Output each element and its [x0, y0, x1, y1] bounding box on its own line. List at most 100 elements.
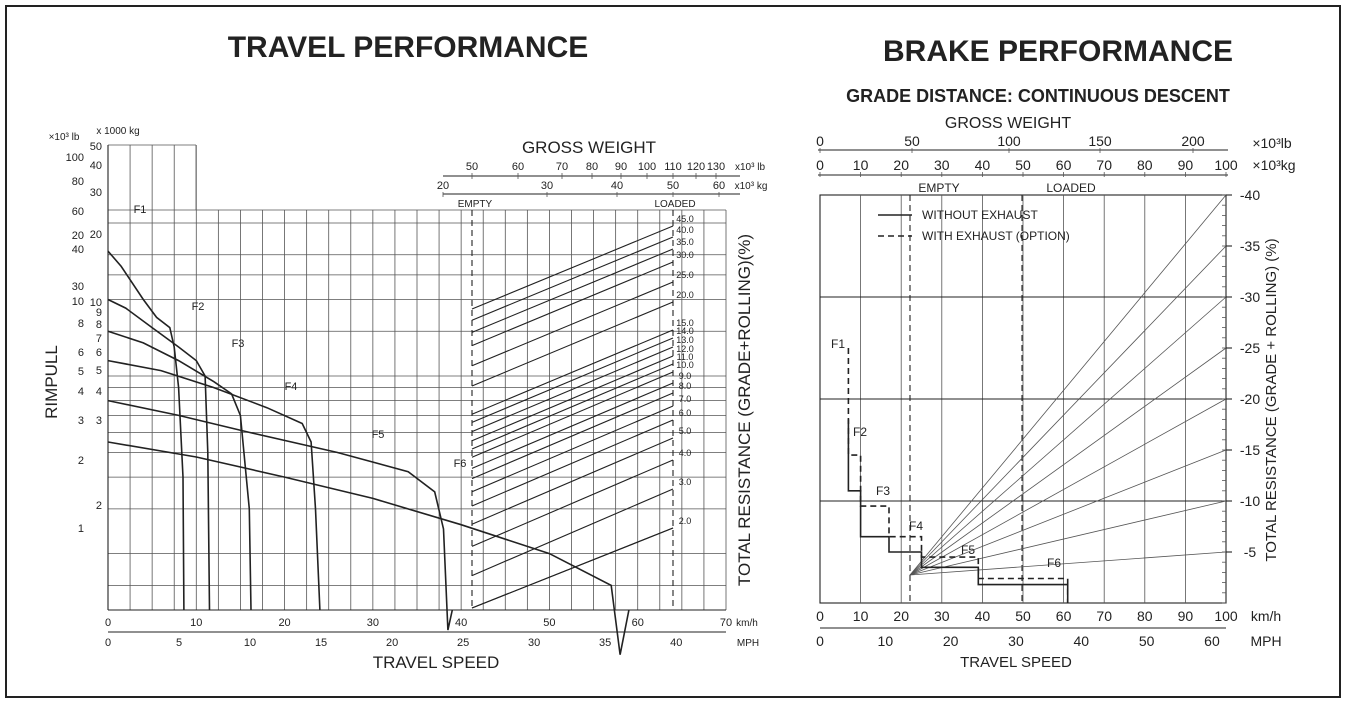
resistance-line	[471, 346, 674, 433]
mph-tick-label: 5	[176, 637, 182, 649]
brake-mph-tick: 60	[1204, 633, 1220, 649]
travel-xlabel: TRAVEL SPEED	[373, 653, 500, 672]
travel-gear-label: F2	[192, 301, 205, 313]
empty-label: EMPTY	[458, 199, 493, 210]
gw-lb-tick-label: 50	[466, 161, 478, 173]
gw-kg-unit: x10³ kg	[735, 181, 768, 192]
gw-lb-tick-label: 80	[586, 161, 598, 173]
brake-gw-kg-tick: 0	[816, 157, 824, 173]
gw-kg-tick-label: 50	[667, 180, 679, 192]
brake-gw-lb-tick: 100	[997, 133, 1021, 149]
kg-tick-label: 20	[90, 229, 102, 241]
resistance-label: 4.0	[679, 448, 692, 458]
lb-tick-label: 2	[78, 455, 84, 467]
resistance-label: 7.0	[679, 394, 692, 404]
mph-tick-label: 20	[386, 637, 398, 649]
brake-kmh-tick: 0	[816, 608, 824, 624]
brake-mph-tick: 10	[878, 633, 894, 649]
lb-tick-label: 100	[66, 152, 84, 164]
resistance-label: 12.0	[676, 344, 694, 354]
mph-tick-label: 0	[105, 637, 111, 649]
brake-gw-kg-tick: 50	[1015, 157, 1031, 173]
resistance-label: 20.0	[676, 290, 694, 300]
kg-tick-label: 7	[96, 333, 102, 345]
kmh-tick-label: 50	[543, 617, 555, 629]
brake-title: BRAKE PERFORMANCE	[883, 35, 1233, 68]
brake-fan-line	[909, 551, 1227, 576]
brake-gw-lb-unit: ×10³lb	[1252, 135, 1292, 151]
brake-kmh-tick: 70	[1096, 608, 1112, 624]
kmh-tick-label: 30	[367, 617, 379, 629]
kg-tick-label: 50	[90, 141, 102, 153]
brake-y-tick-label: -35	[1240, 238, 1260, 254]
travel-gear-label: F5	[372, 429, 385, 441]
brake-subtitle: GRADE DISTANCE: CONTINUOUS DESCENT	[846, 86, 1230, 106]
kmh-unit-label: km/h	[736, 618, 758, 629]
gw-lb-tick-label: 100	[638, 161, 656, 173]
brake-kmh-tick: 80	[1137, 608, 1153, 624]
mph-unit-label: MPH	[737, 638, 759, 649]
resistance-label: 11.0	[677, 352, 694, 362]
brake-curve-dashed	[847, 348, 1069, 603]
resistance-label: 10.0	[676, 360, 694, 370]
resistance-axis-label: TOTAL RESISTANCE (GRADE+ROLLING)(%)	[735, 234, 754, 586]
brake-y-tick-label: -20	[1240, 391, 1260, 407]
resistance-line	[471, 382, 674, 469]
resistance-label: 35.0	[676, 237, 694, 247]
lb-tick-label: 30	[72, 281, 84, 293]
brake-fan-line	[909, 245, 1227, 576]
gw-lb-tick-label: 120	[687, 161, 705, 173]
travel-curve-f3	[107, 330, 252, 611]
travel-gear-label: F6	[454, 458, 467, 470]
travel-title: TRAVEL PERFORMANCE	[228, 31, 589, 64]
kg-tick-label: 3	[96, 415, 102, 427]
brake-mph-tick: 50	[1139, 633, 1155, 649]
travel-curve-f2	[107, 298, 211, 611]
resistance-line	[471, 248, 674, 333]
lb-tick-label: 3	[78, 415, 84, 427]
brake-fan-line	[909, 347, 1227, 576]
resistance-line	[471, 488, 674, 577]
brake-gw-kg-tick: 40	[975, 157, 991, 173]
brake-gw-kg-tick: 30	[934, 157, 950, 173]
brake-mph-unit: MPH	[1250, 633, 1281, 649]
resistance-line	[471, 355, 674, 442]
kg-tick-label: 5	[96, 365, 102, 377]
resistance-line	[471, 363, 674, 450]
brake-loaded-label: LOADED	[1046, 181, 1096, 195]
brake-y-tick-label: -30	[1240, 289, 1260, 305]
gw-lb-unit: x10³ lb	[735, 162, 765, 173]
brake-mph-tick: 0	[816, 633, 824, 649]
kg-tick-label: 10	[90, 297, 102, 309]
legend-solid-label: WITHOUT EXHAUST	[922, 208, 1038, 222]
brake-mph-tick: 40	[1074, 633, 1090, 649]
resistance-line	[471, 329, 674, 415]
resistance-label: 14.0	[676, 326, 694, 336]
brake-gear-label: F6	[1047, 556, 1061, 570]
gw-kg-tick-label: 20	[437, 180, 449, 192]
y-unit-lb: ×10³ lb	[49, 132, 80, 143]
kmh-tick-label: 60	[632, 617, 644, 629]
brake-xlabel: TRAVEL SPEED	[960, 654, 1072, 671]
kmh-tick-label: 20	[278, 617, 290, 629]
brake-y-tick-label: -5	[1244, 544, 1257, 560]
resistance-line	[471, 371, 674, 458]
travel-gear-label: F4	[285, 381, 298, 393]
travel-curve-f6	[107, 441, 630, 655]
travel-curve-f4	[107, 359, 321, 611]
resistance-label: 40.0	[676, 225, 694, 235]
brake-gear-label: F5	[961, 543, 975, 557]
brake-kmh-tick: 60	[1056, 608, 1072, 624]
brake-gw-kg-tick: 90	[1178, 157, 1194, 173]
kg-tick-label: 4	[96, 386, 102, 398]
gross-weight-title: GROSS WEIGHT	[522, 138, 656, 157]
resistance-label: 8.0	[679, 381, 692, 391]
resistance-line	[471, 337, 674, 423]
lb-tick-label: 40	[72, 244, 84, 256]
brake-gw-lb-tick: 150	[1088, 133, 1112, 149]
lb-tick-label: 20	[72, 230, 84, 242]
brake-kmh-unit: km/h	[1251, 608, 1281, 624]
resistance-line	[471, 405, 674, 493]
brake-mph-tick: 30	[1008, 633, 1024, 649]
